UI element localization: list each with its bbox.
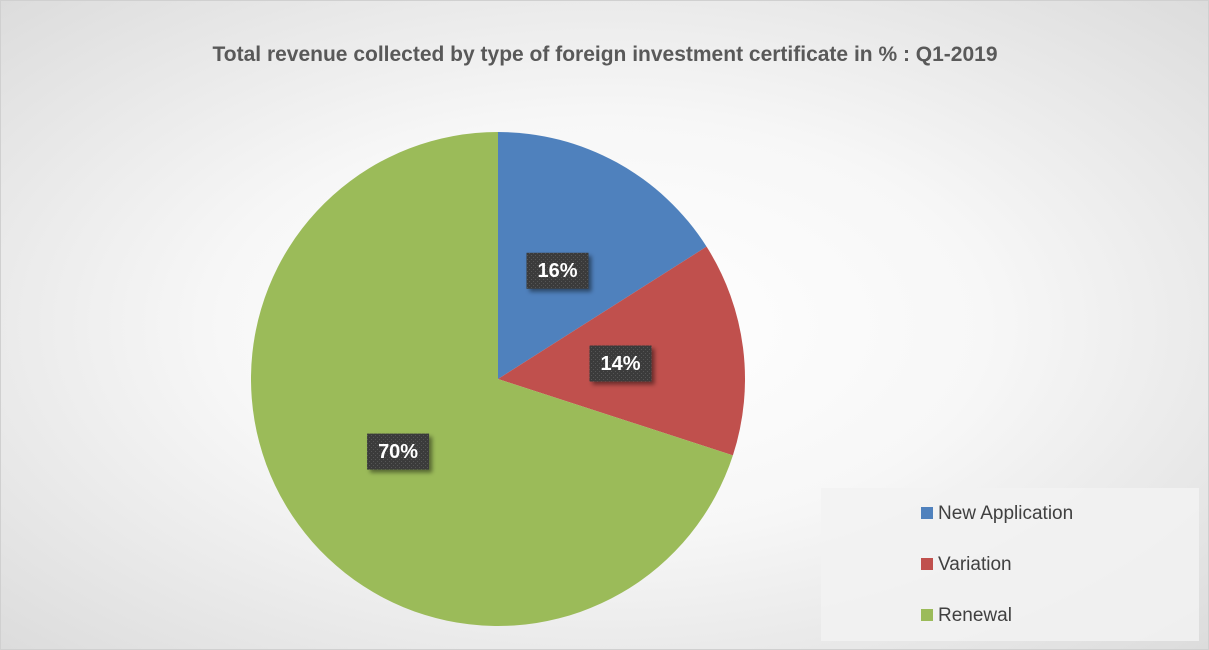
data-label-box — [526, 252, 589, 289]
data-label: 14% — [601, 353, 641, 375]
legend-label: Variation — [938, 554, 1012, 575]
legend-swatch — [921, 609, 933, 621]
legend-swatch — [921, 558, 933, 570]
legend-label: Renewal — [938, 605, 1012, 626]
data-label-box — [367, 433, 430, 470]
data-label: 16% — [537, 260, 577, 282]
chart-title: Total revenue collected by type of forei… — [212, 43, 998, 66]
data-label-box — [589, 345, 652, 382]
pie-slice — [498, 132, 707, 379]
data-label: 70% — [378, 441, 418, 463]
legend-label: New Application — [938, 503, 1073, 524]
pie-slice — [251, 132, 733, 626]
legend-box — [821, 488, 1199, 641]
legend-swatch — [921, 507, 933, 519]
